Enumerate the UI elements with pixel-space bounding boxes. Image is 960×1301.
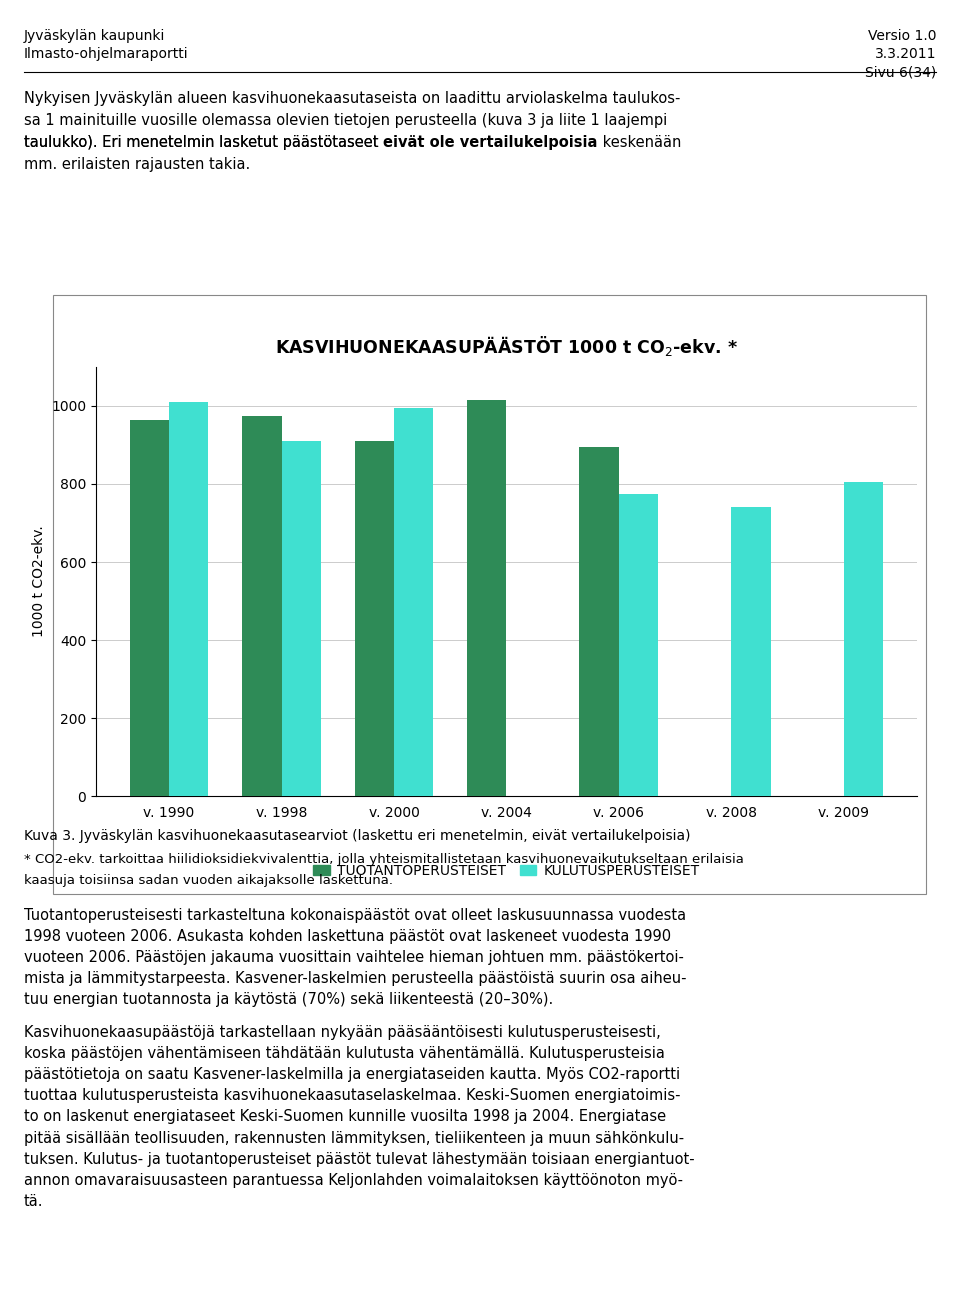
Text: päästötietoja on saatu Kasvener-laskelmilla ja energiataseiden kautta. Myös CO2-: päästötietoja on saatu Kasvener-laskelmi… <box>24 1067 680 1082</box>
Text: pitää sisällään teollisuuden, rakennusten lämmityksen, tieliikenteen ja muun säh: pitää sisällään teollisuuden, rakennuste… <box>24 1131 684 1146</box>
Text: to on laskenut energiataseet Keski-Suomen kunnille vuosilta 1998 ja 2004. Energi: to on laskenut energiataseet Keski-Suome… <box>24 1110 666 1124</box>
Text: Sivu 6(34): Sivu 6(34) <box>865 65 936 79</box>
Text: sa 1 mainituille vuosille olemassa olevien tietojen perusteella (kuva 3 ja liite: sa 1 mainituille vuosille olemassa olevi… <box>24 113 667 127</box>
Text: 3.3.2011: 3.3.2011 <box>875 47 936 61</box>
Bar <box>354 441 394 796</box>
Text: Nykyisen Jyväskylän alueen kasvihuonekaasutaseista on laadittu arviolaskelma tau: Nykyisen Jyväskylän alueen kasvihuonekaa… <box>24 91 681 107</box>
Text: Kuva 3. Jyväskylän kasvihuonekaasutasearviot (laskettu eri menetelmin, eivät ver: Kuva 3. Jyväskylän kasvihuonekaasutasear… <box>24 829 690 843</box>
Bar <box>281 441 321 796</box>
Bar <box>468 401 507 796</box>
Text: taulukko). Eri menetelmin lasketut päästötaseet eivät ole vertailukelpoisia: taulukko). Eri menetelmin lasketut pääst… <box>24 135 571 150</box>
Text: koska päästöjen vähentämiseen tähdätään kulutusta vähentämällä. Kulutusperusteis: koska päästöjen vähentämiseen tähdätään … <box>24 1046 665 1062</box>
Text: Kasvihuonekaasupäästöjä tarkastellaan nykyään pääsääntöisesti kulutusperusteises: Kasvihuonekaasupäästöjä tarkastellaan ny… <box>24 1025 660 1041</box>
Text: mista ja lämmitystarpeesta. Kasvener-laskelmien perusteella päästöistä suurin os: mista ja lämmitystarpeesta. Kasvener-las… <box>24 972 686 986</box>
Text: * CO2-ekv. tarkoittaa hiilidioksidiekvivalenttia, jolla yhteismitallistetaan kas: * CO2-ekv. tarkoittaa hiilidioksidiekviv… <box>24 853 744 866</box>
Text: Jyväskylän kaupunki: Jyväskylän kaupunki <box>24 29 165 43</box>
Bar <box>242 416 281 796</box>
Text: vuoteen 2006. Päästöjen jakauma vuosittain vaihtelee hieman johtuen mm. päästöke: vuoteen 2006. Päästöjen jakauma vuositta… <box>24 950 684 965</box>
Text: taulukko). Eri menetelmin lasketut päästötaseet: taulukko). Eri menetelmin lasketut pääst… <box>24 135 383 150</box>
Bar <box>619 494 659 796</box>
Text: keskenään: keskenään <box>597 135 681 150</box>
Text: tä.: tä. <box>24 1194 43 1209</box>
Title: KASVIHUONEKAASUPÄÄSTÖT 1000 t CO$_2$-ekv. *: KASVIHUONEKAASUPÄÄSTÖT 1000 t CO$_2$-ekv… <box>275 334 738 358</box>
Bar <box>580 448 619 796</box>
Text: taulukko). Eri menetelmin lasketut päästötaseet: taulukko). Eri menetelmin lasketut pääst… <box>24 135 383 150</box>
Text: mm. erilaisten rajausten takia.: mm. erilaisten rajausten takia. <box>24 156 251 172</box>
Bar <box>169 402 208 796</box>
Text: 1998 vuoteen 2006. Asukasta kohden laskettuna päästöt ovat laskeneet vuodesta 19: 1998 vuoteen 2006. Asukasta kohden laske… <box>24 929 671 945</box>
Bar <box>732 507 771 796</box>
Text: Ilmasto-ohjelmaraportti: Ilmasto-ohjelmaraportti <box>24 47 188 61</box>
Text: tuksen. Kulutus- ja tuotantoperusteiset päästöt tulevat lähestymään toisiaan ene: tuksen. Kulutus- ja tuotantoperusteiset … <box>24 1151 695 1167</box>
Bar <box>394 409 433 796</box>
Y-axis label: 1000 t CO2-ekv.: 1000 t CO2-ekv. <box>32 526 45 637</box>
Bar <box>130 419 169 796</box>
Legend: TUOTANTOPERUSTEISET, KULUTUSPERUSTEISET: TUOTANTOPERUSTEISET, KULUTUSPERUSTEISET <box>308 859 705 883</box>
Text: kaasuja toisiinsa sadan vuoden aikajaksolle laskettuna.: kaasuja toisiinsa sadan vuoden aikajakso… <box>24 874 393 887</box>
Text: tuottaa kulutusperusteista kasvihuonekaasutaselaskelmaa. Keski-Suomen energiatoi: tuottaa kulutusperusteista kasvihuonekaa… <box>24 1089 681 1103</box>
Text: eivät ole vertailukelpoisia: eivät ole vertailukelpoisia <box>383 135 597 150</box>
Text: tuu energian tuotannosta ja käytöstä (70%) sekä liikenteestä (20–30%).: tuu energian tuotannosta ja käytöstä (70… <box>24 993 553 1007</box>
Text: Versio 1.0: Versio 1.0 <box>868 29 936 43</box>
Text: annon omavaraisuusasteen parantuessa Keljonlahden voimalaitoksen käyttöönoton my: annon omavaraisuusasteen parantuessa Kel… <box>24 1172 683 1188</box>
Text: Tuotantoperusteisesti tarkasteltuna kokonaispäästöt ovat olleet laskusuunnassa v: Tuotantoperusteisesti tarkasteltuna koko… <box>24 908 686 924</box>
Bar <box>844 483 883 796</box>
